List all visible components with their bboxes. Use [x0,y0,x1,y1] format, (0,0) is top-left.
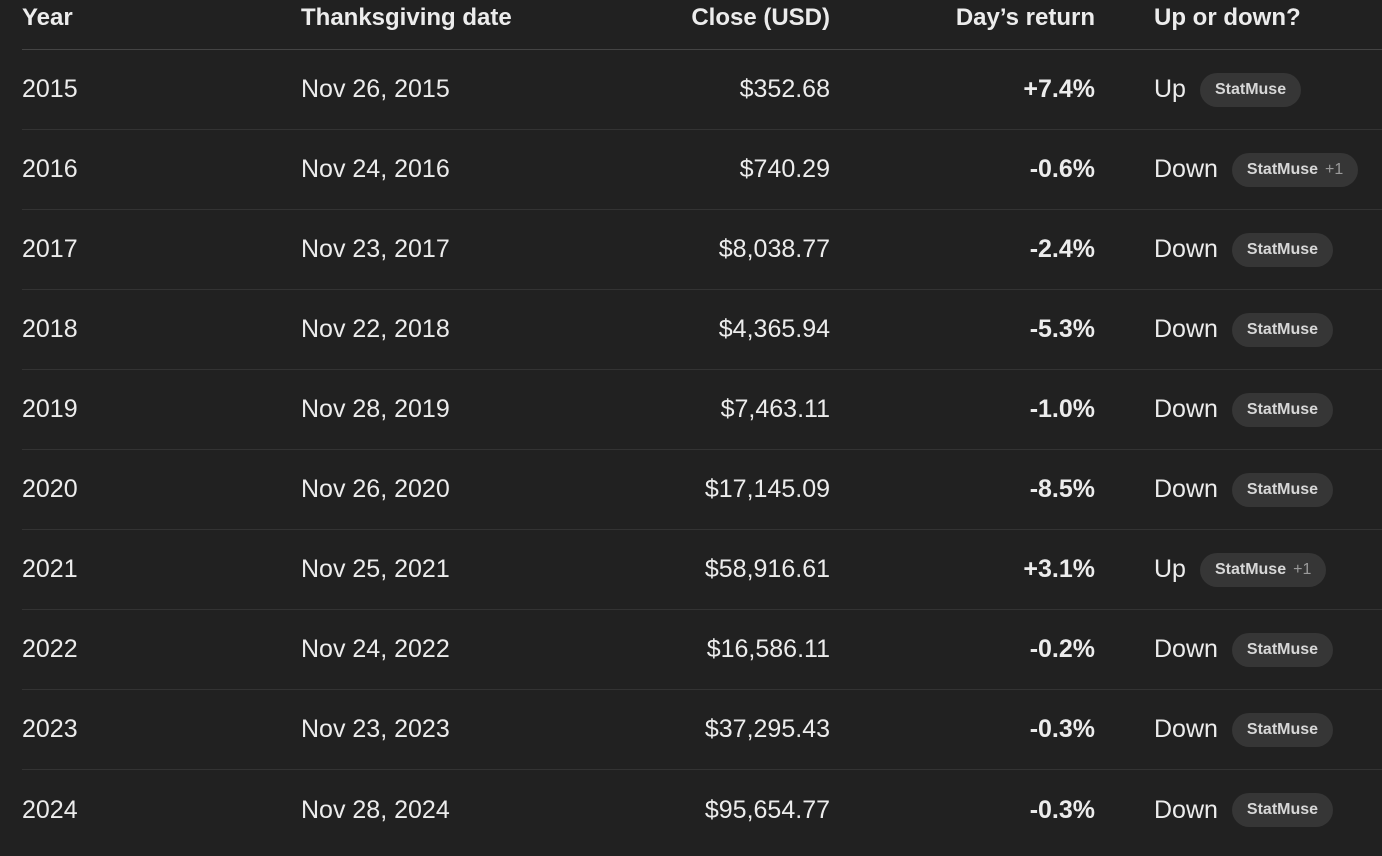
table-row: 2020 Nov 26, 2020 $17,145.09 -8.5% Down … [22,450,1382,530]
source-badge[interactable]: StatMuse [1231,232,1334,267]
source-badge-label: StatMuse [1246,720,1319,738]
date-cell: Nov 24, 2022 [301,635,450,663]
source-badge[interactable]: StatMuse [1231,472,1334,507]
direction-cell: Up StatMuse [1095,72,1382,107]
source-badge-label: StatMuse [1214,560,1287,578]
source-badge-extra-count: +1 [1293,560,1312,578]
return-cell: -5.3% [1029,315,1095,343]
close-cell: $17,145.09 [704,475,830,503]
close-cell: $740.29 [739,155,830,183]
table-row: 2022 Nov 24, 2022 $16,586.11 -0.2% Down … [22,610,1382,690]
close-cell: $352.68 [739,75,830,103]
column-header-year: Year [22,4,73,31]
return-cell: -8.5% [1029,475,1095,503]
source-badge-label: StatMuse [1246,400,1319,418]
year-cell: 2019 [22,395,78,423]
direction-text: Down [1154,715,1218,743]
column-header-return: Day’s return [955,4,1095,31]
source-badge-label: StatMuse [1214,80,1287,98]
date-cell: Nov 26, 2015 [301,75,450,103]
date-cell: Nov 24, 2016 [301,155,450,183]
year-cell: 2022 [22,635,78,663]
direction-cell: Down StatMuse [1095,392,1382,427]
source-badge[interactable]: StatMuse [1231,793,1334,827]
direction-text: Up [1154,75,1186,103]
source-badge-label: StatMuse [1246,640,1319,658]
close-cell: $16,586.11 [706,635,830,663]
column-header-close: Close (USD) [691,4,830,31]
close-cell: $58,916.61 [704,555,830,583]
date-cell: Nov 25, 2021 [301,555,450,583]
return-cell: -0.3% [1029,795,1095,824]
date-cell: Nov 23, 2017 [301,235,450,263]
table-row: 2021 Nov 25, 2021 $58,916.61 +3.1% Up St… [22,530,1382,610]
table-header-row: Year Thanksgiving date Close (USD) Day’s… [22,0,1382,50]
source-badge-extra-count: +1 [1325,160,1344,178]
source-badge[interactable]: StatMuse [1199,72,1302,107]
direction-cell: Down StatMuse [1095,632,1382,667]
direction-cell: Down StatMuse [1095,312,1382,347]
return-cell: -2.4% [1029,235,1095,263]
source-badge[interactable]: StatMuse [1231,712,1334,747]
table-row: 2017 Nov 23, 2017 $8,038.77 -2.4% Down S… [22,210,1382,290]
close-cell: $4,365.94 [718,315,830,343]
source-badge[interactable]: StatMuse +1 [1231,152,1359,187]
direction-text: Down [1154,315,1218,343]
date-cell: Nov 28, 2024 [301,795,450,824]
direction-text: Down [1154,155,1218,183]
source-badge[interactable]: StatMuse [1231,632,1334,667]
table-row: 2018 Nov 22, 2018 $4,365.94 -5.3% Down S… [22,290,1382,370]
table-row: 2016 Nov 24, 2016 $740.29 -0.6% Down Sta… [22,130,1382,210]
return-cell: +7.4% [1023,75,1095,103]
year-cell: 2023 [22,715,78,743]
table-row: 2015 Nov 26, 2015 $352.68 +7.4% Up StatM… [22,50,1382,130]
source-badge-label: StatMuse [1246,801,1319,818]
source-badge[interactable]: StatMuse [1231,312,1334,347]
return-cell: -1.0% [1029,395,1095,423]
return-cell: -0.6% [1029,155,1095,183]
column-header-direction: Up or down? [1154,4,1301,31]
year-cell: 2015 [22,75,78,103]
source-badge[interactable]: StatMuse [1231,392,1334,427]
year-cell: 2016 [22,155,78,183]
year-cell: 2017 [22,235,78,263]
table-row: 2019 Nov 28, 2019 $7,463.11 -1.0% Down S… [22,370,1382,450]
direction-cell: Down StatMuse [1095,793,1382,827]
direction-cell: Down StatMuse +1 [1095,152,1382,187]
year-cell: 2024 [22,795,78,824]
close-cell: $95,654.77 [704,795,830,824]
direction-text: Up [1154,555,1186,583]
source-badge[interactable]: StatMuse +1 [1199,552,1327,587]
table-row: 2023 Nov 23, 2023 $37,295.43 -0.3% Down … [22,690,1382,770]
table-row: 2024 Nov 28, 2024 $95,654.77 -0.3% Down … [22,770,1382,850]
return-cell: -0.3% [1029,715,1095,743]
year-cell: 2020 [22,475,78,503]
direction-text: Down [1154,475,1218,503]
direction-cell: Down StatMuse [1095,232,1382,267]
date-cell: Nov 23, 2023 [301,715,450,743]
close-cell: $8,038.77 [718,235,830,263]
date-cell: Nov 22, 2018 [301,315,450,343]
return-cell: -0.2% [1029,635,1095,663]
source-badge-label: StatMuse [1246,320,1319,338]
date-cell: Nov 26, 2020 [301,475,450,503]
source-badge-label: StatMuse [1246,480,1319,498]
source-badge-label: StatMuse [1246,160,1319,178]
year-cell: 2021 [22,555,78,583]
direction-text: Down [1154,395,1218,423]
direction-text: Down [1154,795,1218,824]
source-badge-label: StatMuse [1246,240,1319,258]
date-cell: Nov 28, 2019 [301,395,450,423]
thanksgiving-returns-table: Year Thanksgiving date Close (USD) Day’s… [22,0,1382,850]
close-cell: $37,295.43 [704,715,830,743]
return-cell: +3.1% [1023,555,1095,583]
close-cell: $7,463.11 [720,395,830,423]
direction-cell: Down StatMuse [1095,712,1382,747]
direction-text: Down [1154,235,1218,263]
column-header-date: Thanksgiving date [301,4,512,31]
direction-cell: Down StatMuse [1095,472,1382,507]
direction-text: Down [1154,635,1218,663]
direction-cell: Up StatMuse +1 [1095,552,1382,587]
year-cell: 2018 [22,315,78,343]
